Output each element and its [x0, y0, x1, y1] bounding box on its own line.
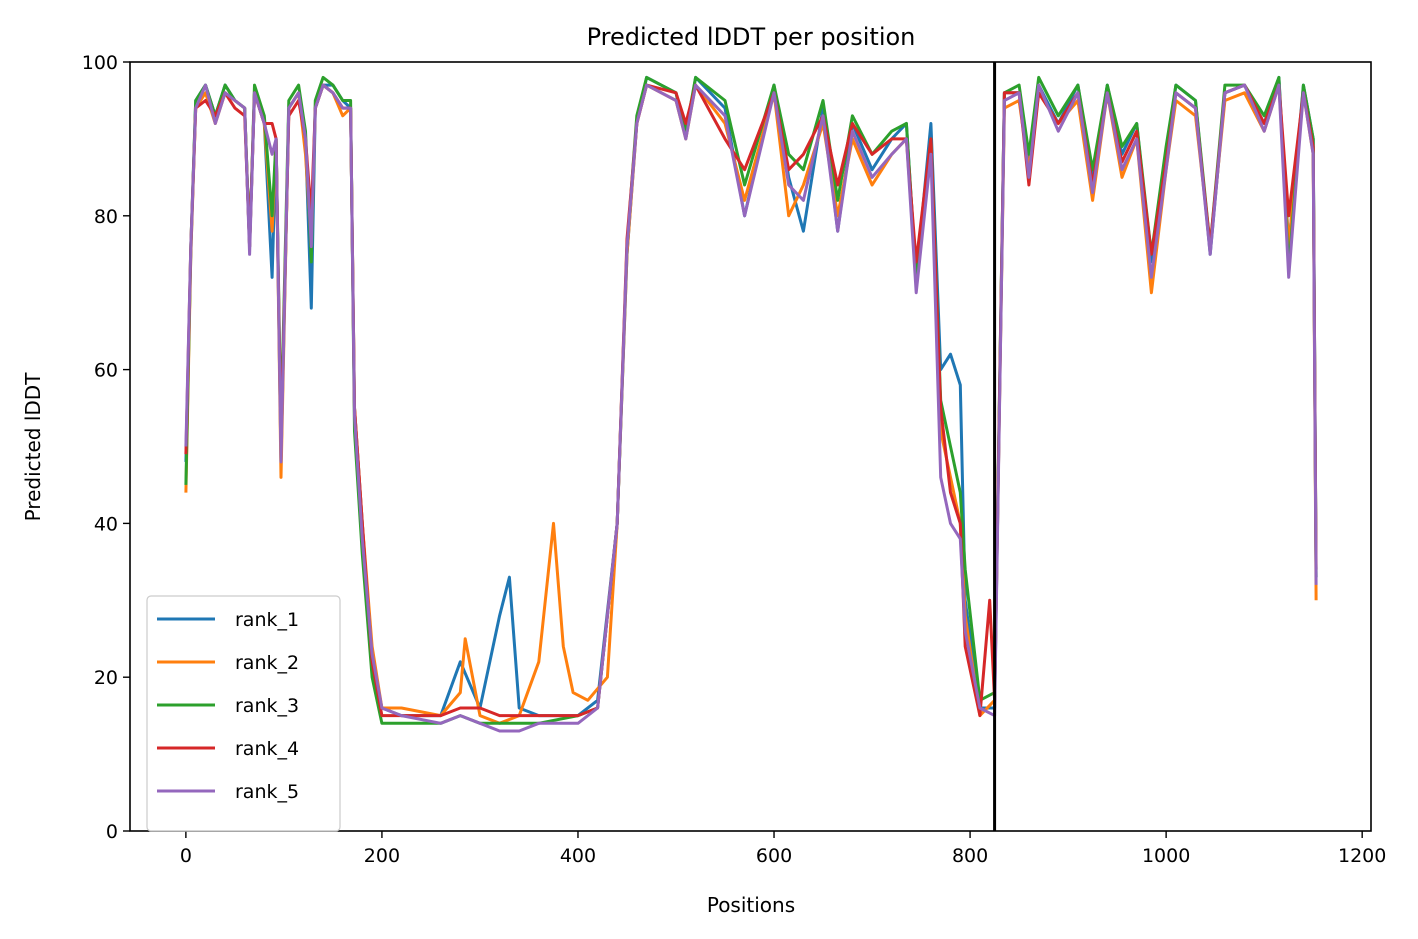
x-tick-label: 400	[560, 845, 596, 867]
legend-label-rank_3: rank_3	[235, 695, 299, 717]
x-tick-label: 200	[364, 845, 400, 867]
series-line-rank_3	[184, 75, 1318, 725]
legend-label-rank_5: rank_5	[235, 781, 299, 803]
y-axis: 0 20 40 60 80 100	[82, 52, 130, 843]
x-tick-label: 1000	[1142, 845, 1190, 867]
legend-box	[146, 595, 341, 832]
x-axis: 0 200 400 600 800 1000 1200	[180, 831, 1386, 867]
y-tick-label: 60	[94, 360, 118, 382]
y-tick-label: 80	[94, 206, 118, 228]
y-tick-label: 100	[82, 52, 118, 74]
x-tick-label: 0	[180, 845, 192, 867]
plot-frame	[129, 61, 1372, 832]
x-tick-label: 1200	[1338, 845, 1386, 867]
plot-area	[129, 61, 1372, 832]
y-tick-label: 0	[106, 821, 118, 843]
legend-label-rank_4: rank_4	[235, 738, 299, 760]
y-axis-label: Predicted lDDT	[21, 372, 45, 522]
y-tick-label: 20	[94, 667, 118, 689]
legend-label-rank_2: rank_2	[235, 652, 299, 674]
legend-label-rank_1: rank_1	[235, 609, 299, 631]
series-line-rank_5	[184, 83, 1318, 733]
y-tick-label: 40	[94, 513, 118, 535]
chart-title: Predicted lDDT per position	[587, 23, 916, 51]
legend: rank_1 rank_2 rank_3 rank_4 rank_5	[146, 595, 341, 832]
x-axis-label: Positions	[707, 893, 795, 917]
x-tick-label: 600	[756, 845, 792, 867]
series-lines	[184, 75, 1318, 733]
x-tick-label: 800	[952, 845, 988, 867]
